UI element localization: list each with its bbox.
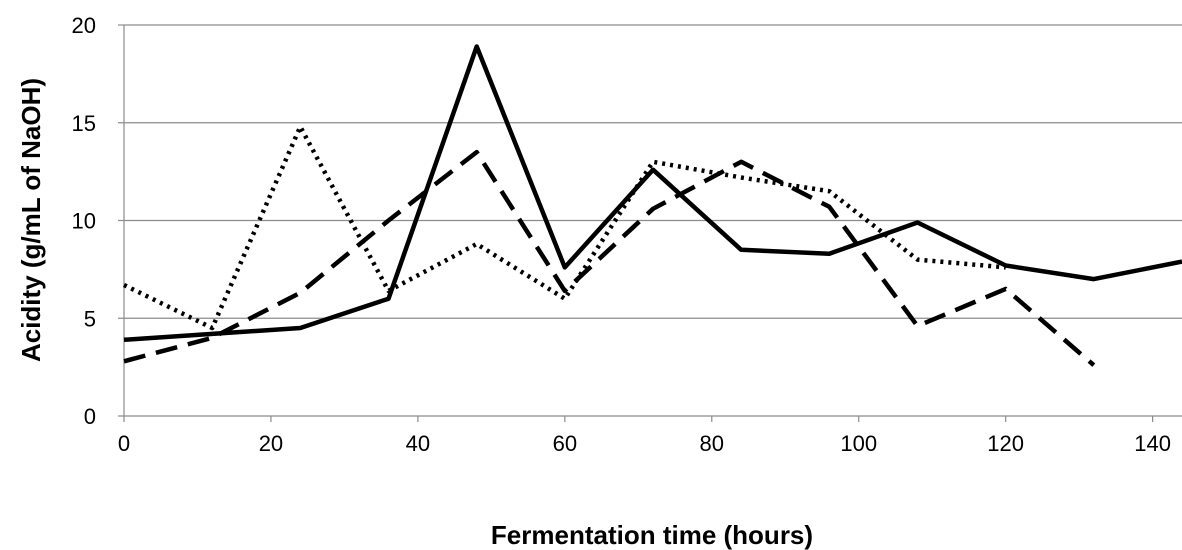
series-line-dashed	[123, 149, 1096, 367]
x-tick-label-5: 100	[840, 431, 877, 456]
x-axis-title: Fermentation time (hours)	[491, 520, 813, 550]
series-dotted	[123, 124, 1006, 331]
x-tick-label-6: 120	[987, 431, 1024, 456]
x-tick-label-1: 20	[259, 431, 283, 456]
series-solid	[123, 44, 1182, 343]
series-dashed	[123, 149, 1096, 367]
y-axis-title: Acidity (g/mL of NaOH)	[16, 78, 46, 362]
x-tick-label-2: 40	[406, 431, 430, 456]
y-tick-label-2: 10	[72, 209, 96, 234]
y-tick-label-4: 20	[72, 13, 96, 38]
gridlines	[124, 24, 1182, 319]
y-tick-label-3: 15	[72, 111, 96, 136]
x-tick-label-0: 0	[118, 431, 130, 456]
series-layer	[123, 44, 1182, 367]
axes	[118, 24, 1182, 422]
x-tick-label-7: 140	[1134, 431, 1171, 456]
y-tick-label-1: 5	[84, 306, 96, 331]
series-line-dotted	[123, 124, 1006, 331]
x-tick-label-4: 80	[700, 431, 724, 456]
x-tick-label-3: 60	[553, 431, 577, 456]
y-tick-label-0: 0	[84, 404, 96, 429]
tick-labels: 0 5 10 15 20 0 20 40 60 80 100 120 140	[72, 13, 1171, 456]
series-line-solid	[123, 44, 1182, 343]
